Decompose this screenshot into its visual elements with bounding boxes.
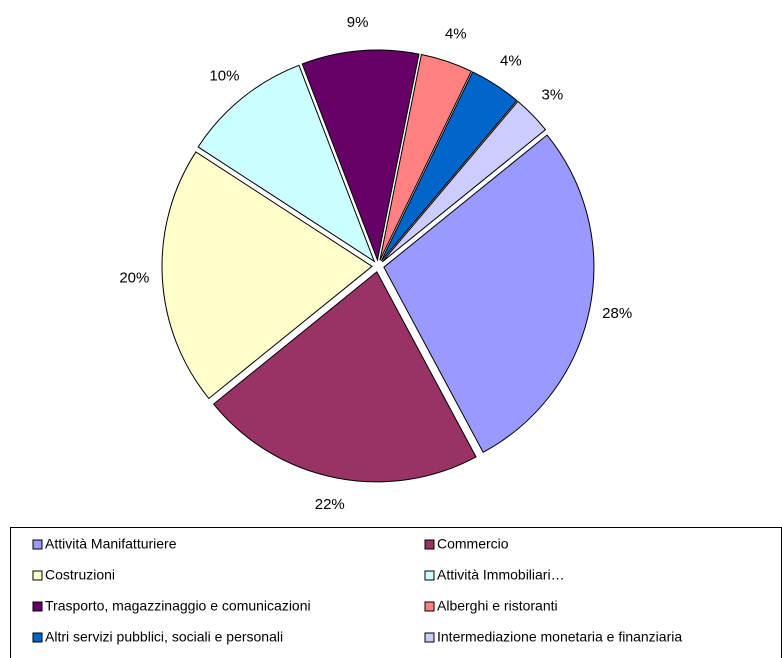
data-label: 4% — [445, 26, 467, 43]
data-label: 20% — [119, 270, 149, 287]
legend-swatch — [424, 632, 435, 643]
legend-swatch — [424, 570, 435, 581]
data-label: 10% — [209, 67, 239, 84]
pie-slice — [161, 151, 373, 400]
legend-swatch — [32, 570, 43, 581]
pie-slice — [379, 53, 472, 261]
pie-slice — [383, 134, 595, 453]
legend-label: Attività Immobiliari… — [437, 567, 565, 583]
pie-slice — [197, 64, 376, 263]
legend-swatch — [424, 539, 435, 550]
legend-label: Attività Manifatturiere — [45, 536, 177, 552]
pie-slice — [212, 271, 477, 483]
pie-slice — [301, 49, 420, 262]
data-label: 9% — [347, 14, 369, 31]
legend-swatch — [424, 601, 435, 612]
legend-swatch — [32, 632, 43, 643]
pie-slice — [380, 71, 518, 262]
legend-label: Intermediazione monetaria e finanziaria — [437, 629, 682, 645]
data-label: 3% — [541, 86, 563, 103]
data-label: 4% — [500, 52, 522, 69]
legend-label: Altri servizi pubblici, sociali e person… — [45, 629, 283, 645]
legend-box — [10, 527, 782, 658]
legend-label: Costruzioni — [45, 567, 115, 583]
legend-label: Commercio — [437, 536, 509, 552]
data-label: 22% — [315, 496, 345, 513]
data-label: 28% — [602, 305, 632, 322]
legend-swatch — [32, 601, 43, 612]
legend-label: Alberghi e ristoranti — [437, 598, 558, 614]
pie-slice — [381, 100, 547, 263]
legend-swatch — [32, 539, 43, 550]
legend-label: Trasporto, magazzinaggio e comunicazioni — [45, 598, 311, 614]
